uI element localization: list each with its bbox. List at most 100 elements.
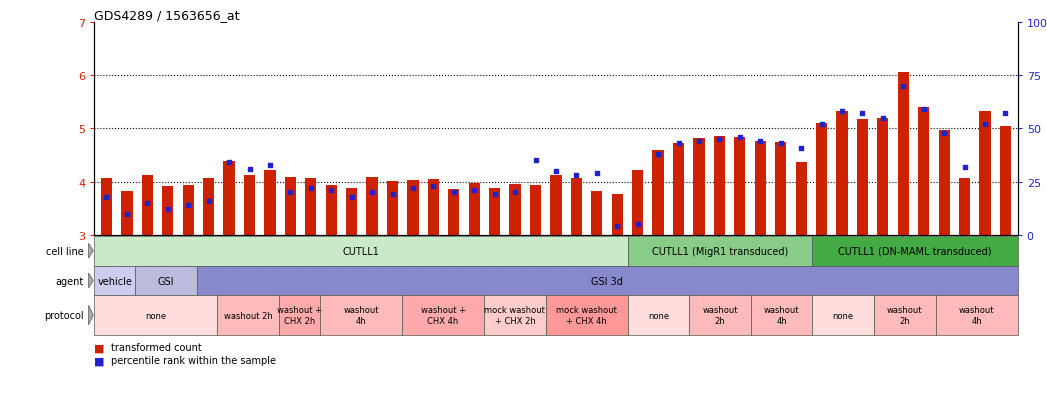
Bar (816, 124, 827, 235)
Bar (387, 182, 398, 235)
Bar (571, 179, 582, 235)
Point (895, 83, 912, 90)
Point (732, 134, 749, 141)
Text: washout
4h: washout 4h (343, 306, 379, 325)
Bar (918, 108, 930, 235)
Bar (141, 176, 153, 235)
Bar (755, 141, 765, 235)
Bar (632, 171, 643, 235)
Bar (1000, 126, 1011, 235)
Bar (628, 236, 812, 266)
Bar (223, 162, 235, 235)
Text: transformed count: transformed count (111, 342, 202, 352)
Text: CUTLL1: CUTLL1 (342, 246, 379, 256)
Bar (689, 296, 751, 335)
Polygon shape (89, 306, 93, 325)
Point (588, 171, 605, 177)
Text: cell line: cell line (46, 246, 84, 256)
Point (915, 107, 932, 113)
Text: percentile rank within the sample: percentile rank within the sample (111, 356, 276, 366)
Point (956, 164, 973, 171)
Bar (510, 184, 520, 235)
Text: washout
2h: washout 2h (887, 306, 922, 325)
Bar (320, 296, 402, 335)
Point (650, 151, 667, 158)
Bar (94, 296, 218, 335)
Point (507, 190, 524, 196)
Bar (545, 296, 628, 335)
Bar (135, 266, 197, 296)
Bar (264, 171, 275, 235)
Bar (734, 138, 745, 235)
Text: washout
4h: washout 4h (959, 306, 995, 325)
Bar (121, 192, 133, 235)
Bar (897, 73, 909, 235)
Bar (551, 176, 561, 235)
Point (527, 158, 543, 164)
Point (548, 169, 564, 175)
Bar (366, 178, 378, 235)
Point (997, 111, 1013, 117)
Bar (101, 178, 112, 235)
Bar (628, 296, 689, 335)
Bar (652, 150, 664, 235)
Bar (796, 163, 807, 235)
Bar (407, 180, 419, 235)
Text: none: none (146, 311, 166, 320)
Bar (94, 236, 628, 266)
Point (629, 221, 646, 228)
Bar (469, 184, 480, 235)
Point (691, 138, 708, 145)
Bar (775, 142, 786, 235)
Point (833, 109, 850, 115)
Text: agent: agent (55, 276, 84, 286)
Point (241, 166, 258, 173)
Text: washout +
CHX 2h: washout + CHX 2h (277, 306, 321, 325)
Bar (611, 195, 623, 235)
Bar (197, 266, 1018, 296)
Point (814, 121, 830, 128)
Bar (218, 296, 279, 335)
Text: mock washout
+ CHX 4h: mock washout + CHX 4h (556, 306, 617, 325)
Text: CUTLL1 (DN-MAML transduced): CUTLL1 (DN-MAML transduced) (839, 246, 992, 256)
Bar (856, 120, 868, 235)
Bar (812, 236, 1018, 266)
Bar (94, 266, 135, 296)
Text: none: none (648, 311, 669, 320)
Text: vehicle: vehicle (97, 276, 132, 286)
Point (670, 141, 687, 147)
Point (711, 136, 728, 143)
Text: GDS4289 / 1563656_at: GDS4289 / 1563656_at (94, 9, 240, 21)
Bar (936, 296, 1018, 335)
Point (180, 202, 197, 209)
Point (200, 198, 217, 205)
Point (303, 185, 319, 192)
Point (486, 192, 503, 198)
Text: protocol: protocol (44, 310, 84, 320)
Point (404, 185, 421, 192)
Point (159, 206, 176, 213)
Text: washout
2h: washout 2h (703, 306, 738, 325)
Bar (285, 178, 296, 235)
Point (322, 188, 339, 194)
Bar (693, 139, 705, 235)
Text: GSI: GSI (158, 276, 174, 286)
Bar (305, 179, 316, 235)
Bar (484, 296, 545, 335)
Point (936, 130, 953, 137)
Point (384, 192, 401, 198)
Bar (592, 192, 602, 235)
Text: none: none (832, 311, 853, 320)
Text: ■: ■ (94, 342, 105, 352)
Bar (428, 180, 439, 235)
Text: GSI 3d: GSI 3d (592, 276, 623, 286)
Bar (162, 187, 174, 235)
Bar (751, 296, 812, 335)
Bar (402, 296, 484, 335)
Bar (489, 188, 500, 235)
Text: washout
4h: washout 4h (764, 306, 800, 325)
Text: ■: ■ (94, 356, 105, 366)
Bar (714, 137, 725, 235)
Point (609, 223, 626, 230)
Bar (347, 189, 357, 235)
